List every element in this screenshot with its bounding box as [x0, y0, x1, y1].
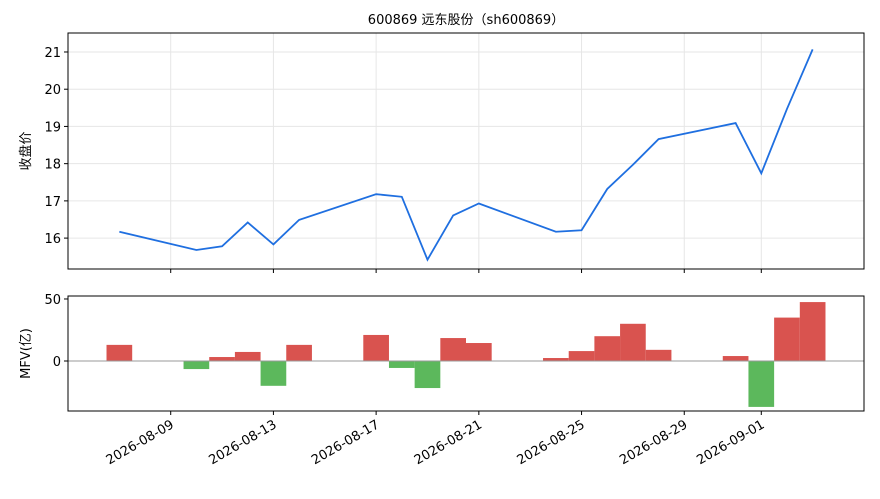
bar: [568, 351, 595, 362]
bar: [799, 302, 826, 362]
bar: [106, 344, 133, 362]
y-tick-label: 16: [44, 232, 61, 247]
bar: [209, 357, 235, 362]
bar: [594, 336, 621, 362]
y-tick-label: 17: [44, 195, 61, 210]
y-axis-label: MFV(亿): [19, 328, 34, 379]
bar: [645, 349, 672, 362]
bar: [388, 361, 415, 368]
axes-frame: [67, 295, 865, 412]
bar: [260, 361, 287, 386]
bar: [722, 356, 749, 362]
y-tick-label: 0: [53, 355, 61, 370]
bar: [620, 323, 646, 362]
y-tick-label: 50: [44, 293, 61, 308]
y-tick-label: 19: [44, 120, 61, 135]
bar: [286, 344, 312, 362]
axes-frame: [67, 32, 865, 270]
bar: [543, 358, 569, 362]
bar: [440, 338, 466, 362]
price-line: [119, 49, 814, 262]
chart-title: 600869 远东股份（sh600869）: [368, 13, 564, 28]
y-axis-label: 收盘价: [18, 131, 34, 170]
bar: [363, 334, 389, 362]
y-tick-label: 21: [44, 46, 61, 61]
bar: [466, 343, 492, 362]
bar: [234, 351, 261, 362]
y-tick-label: 18: [44, 158, 61, 173]
bar: [414, 361, 441, 389]
bar: [774, 317, 800, 362]
bar: [183, 361, 210, 370]
bar: [748, 361, 775, 407]
y-tick-label: 20: [44, 83, 61, 98]
